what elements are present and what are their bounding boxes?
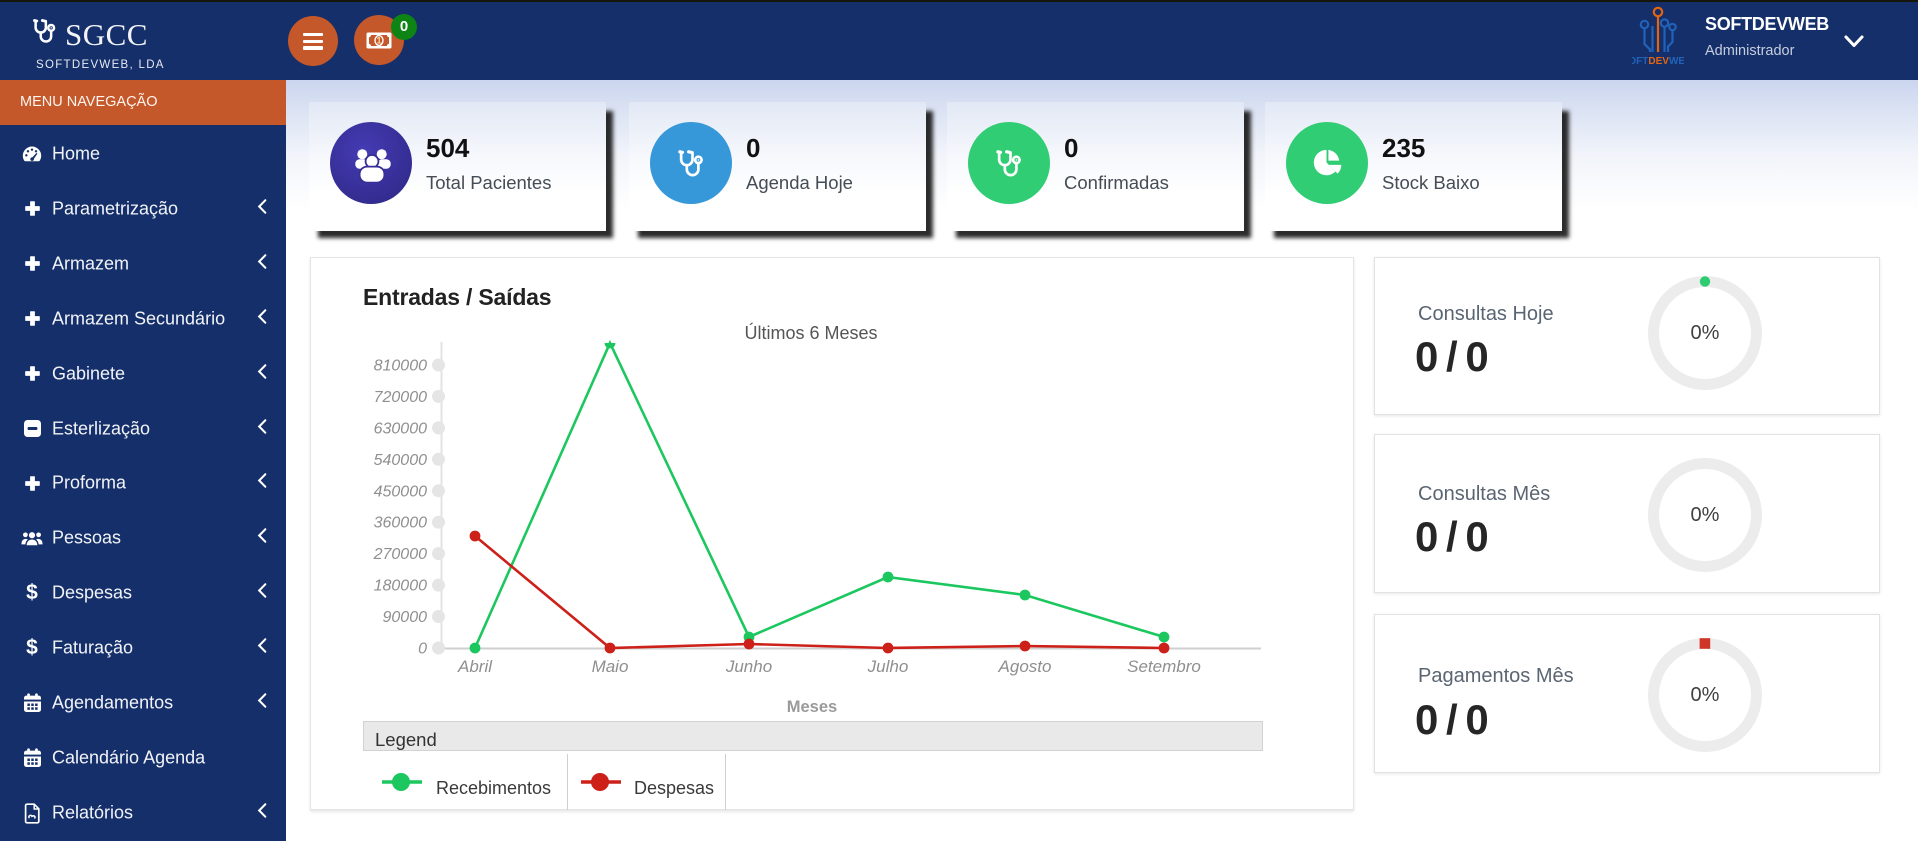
svg-text:810000: 810000: [374, 358, 427, 375]
svg-text:270000: 270000: [373, 546, 427, 563]
svg-text:SOFTDEVWEB: SOFTDEVWEB: [1632, 56, 1684, 67]
svg-text:1: 1: [376, 36, 381, 46]
svg-text:Setembro: Setembro: [1127, 657, 1201, 676]
svg-text:Meses: Meses: [787, 698, 837, 716]
svg-text:450000: 450000: [374, 483, 427, 500]
svg-text:90000: 90000: [383, 609, 428, 626]
svg-text:Abril: Abril: [457, 657, 493, 676]
svg-text:720000: 720000: [374, 389, 427, 406]
svg-text:Junho: Junho: [725, 657, 772, 676]
svg-text:180000: 180000: [374, 578, 427, 595]
svg-text:360000: 360000: [374, 515, 427, 532]
svg-text:540000: 540000: [374, 452, 427, 469]
svg-text:Agosto: Agosto: [998, 657, 1052, 676]
svg-text:Julho: Julho: [867, 657, 909, 676]
svg-text:Últimos 6 Meses: Últimos 6 Meses: [744, 322, 877, 343]
svg-text:Maio: Maio: [592, 657, 629, 676]
svg-text:0: 0: [418, 641, 427, 658]
svg-text:630000: 630000: [374, 420, 427, 437]
